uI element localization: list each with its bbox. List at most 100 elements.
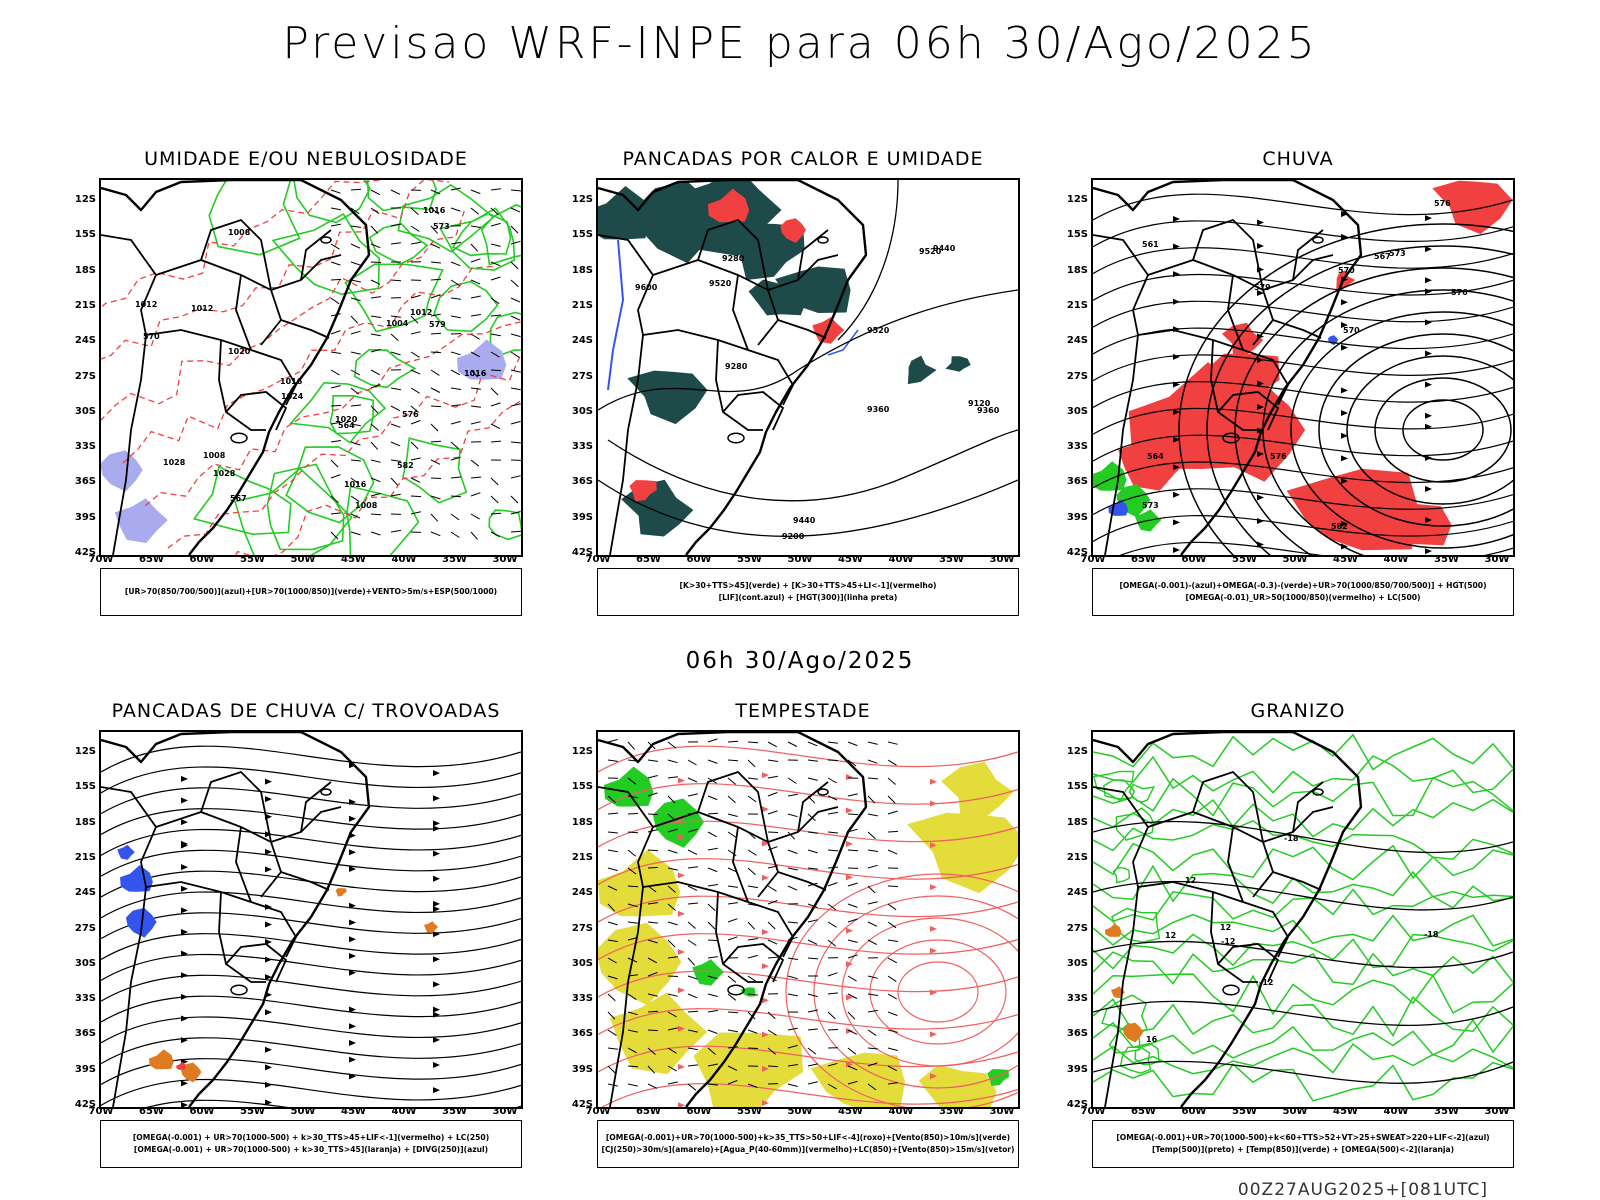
latitude-tick-label: 18S — [571, 264, 593, 276]
wind-vector — [370, 243, 381, 249]
border-line — [1192, 770, 1264, 843]
longitude-tick-label: 65W — [1131, 1106, 1156, 1117]
lake-outline — [320, 788, 332, 796]
wind-vector — [330, 421, 341, 425]
wind-vector — [510, 207, 521, 213]
longitude-tick-label: 55W — [737, 1106, 762, 1117]
streamline-arrow — [433, 906, 440, 913]
wind-vector — [330, 495, 339, 504]
longitude-tick-label: 35W — [939, 1106, 964, 1117]
wind-vector — [747, 921, 756, 930]
border-line — [722, 943, 785, 983]
wind-vector — [867, 939, 878, 946]
wind-vector — [667, 849, 678, 854]
wind-vector-group — [330, 187, 521, 540]
wind-vector — [747, 795, 757, 803]
latitude-tick-label: 42S — [571, 1099, 593, 1110]
panel-title: CHUVA — [1262, 148, 1334, 170]
contour-label: 9440 — [933, 244, 956, 253]
streamline-arrow — [930, 800, 937, 807]
streamline-arrow — [433, 1011, 440, 1018]
wind-vector — [867, 975, 878, 979]
longitude-tick-label: 65W — [139, 554, 164, 565]
divergence-zone-group — [117, 844, 157, 938]
lifted-index-line — [607, 239, 625, 391]
map-canvas — [598, 732, 1018, 1107]
latitude-tick-label: 18S — [74, 264, 96, 276]
streamline — [1119, 541, 1513, 555]
temp850-contour — [1134, 1043, 1160, 1066]
wind-vector — [807, 1063, 818, 1067]
longitude-tick-label: 70W — [1080, 554, 1106, 565]
wind-vector — [490, 423, 501, 430]
wind-vector — [490, 333, 501, 337]
wind-vector — [787, 957, 798, 960]
streamline-arrow — [930, 1073, 937, 1080]
border-line — [250, 901, 298, 958]
wind-vector — [607, 921, 618, 926]
wind-vector — [667, 759, 678, 764]
wind-vector — [450, 261, 461, 267]
wind-vector — [847, 918, 858, 923]
contour-line — [1318, 333, 1513, 527]
streamline — [598, 933, 1018, 961]
contour-label: 1020 — [228, 347, 251, 356]
contour-line — [813, 895, 1018, 1089]
legend-line: [OMEGA(-0.001)-(azul)+OMEGA(-0.3)-(verde… — [1119, 581, 1487, 590]
wind-vector — [827, 795, 838, 801]
map-frame: 9600 9520 9520 9440 9520 9200 9360 9280 9440 9360… — [596, 178, 1020, 557]
wind-vector — [470, 258, 481, 263]
wind-vector — [787, 1083, 798, 1087]
humidity-fill — [252, 266, 349, 326]
wind-vector — [490, 369, 502, 372]
contour-label: 9200 — [782, 532, 805, 541]
wind-vector — [450, 420, 461, 425]
wind-vector — [687, 759, 697, 766]
latitude-tick-label: 15S — [74, 229, 96, 241]
wind-vector — [827, 1011, 836, 1020]
contour-label: 1016 — [423, 206, 446, 215]
wind-vector — [747, 1047, 759, 1049]
streamline-arrow — [349, 815, 356, 822]
wind-vector — [430, 225, 439, 234]
wind-vector — [510, 279, 519, 288]
streamline — [101, 974, 521, 1002]
contour-label: 9120 — [968, 399, 991, 408]
wind-vector — [807, 939, 818, 945]
wind-vector — [430, 477, 442, 479]
thickness-line — [101, 180, 421, 337]
green-isoline — [208, 180, 301, 256]
contour-line — [897, 961, 979, 1023]
wind-vector — [647, 1083, 658, 1089]
contour-label: 12 — [1165, 931, 1176, 940]
lake-outline — [1222, 984, 1240, 996]
wind-vector — [510, 495, 519, 504]
latitude-tick-label: 27S — [74, 922, 96, 934]
green-isoline — [489, 311, 521, 359]
wind-vector — [707, 1063, 718, 1067]
wind-vector — [390, 529, 401, 533]
streamline-arrow — [1173, 546, 1180, 553]
streamline-arrow — [1341, 211, 1348, 218]
wind-vector — [430, 531, 441, 537]
wind-vector — [490, 477, 499, 486]
wind-vector — [647, 759, 658, 762]
border-line — [112, 334, 147, 555]
wind-vector — [887, 741, 898, 745]
lake-outline — [817, 788, 829, 796]
wind-vector — [887, 1082, 898, 1085]
latitude-tick-label: 33S — [74, 441, 96, 453]
panel-chuva: CHUVA 12S 15S 18S 21S 24S 27S 30S 33S 36S 39S 42S 70… — [1058, 148, 1538, 628]
latitude-tick-label: 39S — [571, 511, 593, 523]
contour-label: 573 — [1389, 249, 1406, 258]
wind-vector — [687, 849, 698, 855]
map-canvas — [101, 732, 521, 1107]
wind-vector — [370, 369, 381, 376]
streamline-arrow — [1425, 517, 1432, 524]
temp850-contour — [1093, 842, 1513, 881]
wind-vector — [727, 902, 738, 905]
wind-vector — [887, 830, 899, 833]
streamline — [1093, 193, 1513, 221]
wind-vector — [350, 261, 361, 266]
streamline-arrow — [1173, 519, 1180, 526]
